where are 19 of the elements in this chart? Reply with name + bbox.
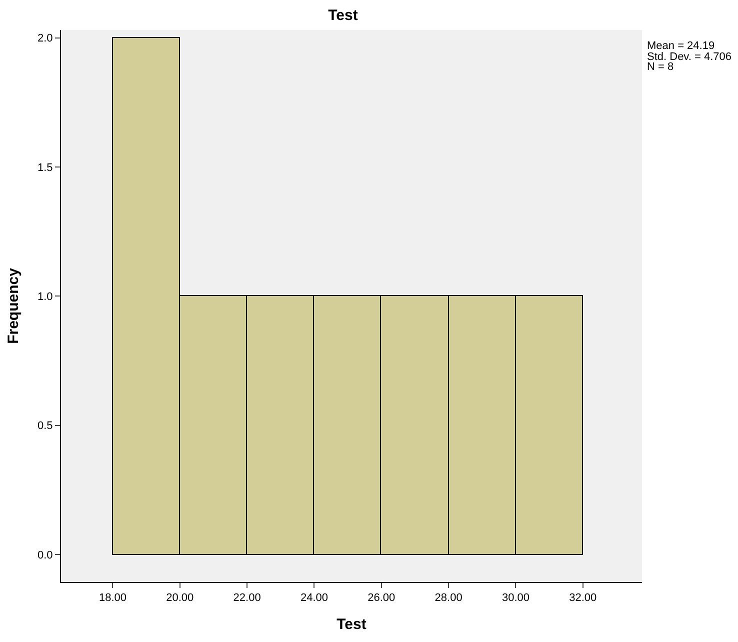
x-tick-label: 20.00	[166, 592, 194, 604]
x-tick-label: 28.00	[434, 592, 462, 604]
text: Std. Dev. = 4.706	[647, 51, 732, 63]
x-tick-label: 24.00	[300, 592, 328, 604]
y-tick-label: 1.0	[38, 291, 53, 304]
y-tick-label: 0.5	[38, 420, 53, 432]
x-tick-label: 26.00	[368, 592, 396, 604]
y-tick-label: 0.0	[38, 549, 53, 562]
y-tick-label: 2.0	[38, 32, 53, 45]
x-tick-label: 30.00	[502, 592, 530, 604]
x-axis-title: Test	[336, 616, 366, 634]
y-axis-title: Frequency	[4, 267, 22, 344]
chart-title: Test	[328, 7, 358, 24]
text: Mean = 24.19	[647, 40, 715, 52]
x-tick-label: 32.00	[569, 592, 597, 604]
x-tick-label: 18.00	[98, 592, 126, 604]
text: N = 8	[647, 61, 674, 73]
x-tick-label: 22.00	[233, 592, 261, 604]
y-tick-label: 1.5	[38, 162, 53, 174]
